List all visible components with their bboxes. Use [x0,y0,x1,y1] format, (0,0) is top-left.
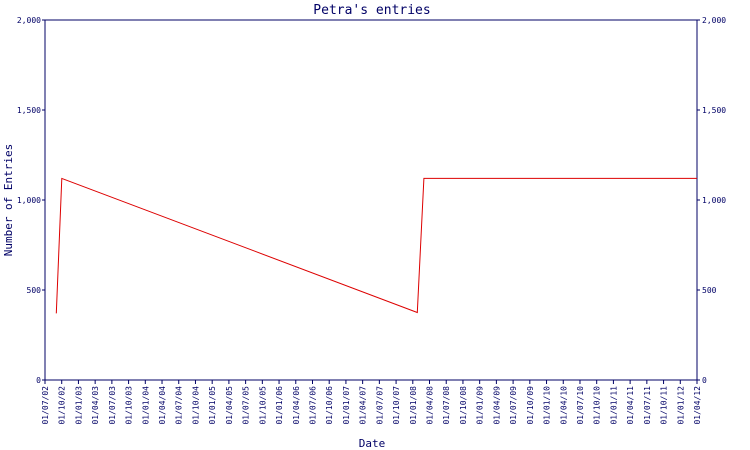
x-tick-label: 01/04/11 [626,386,635,425]
x-tick-label: 01/07/10 [576,386,585,425]
y-tick-label-right: 2,000 [702,16,726,25]
y-axis-label: Number of Entries [2,144,15,257]
x-tick-label: 01/07/04 [175,386,184,425]
x-tick-label: 01/01/03 [74,386,83,425]
x-tick-label: 01/04/05 [225,386,234,425]
x-tick-label: 01/10/06 [325,386,334,425]
x-tick-label: 01/10/09 [526,386,535,425]
x-tick-label: 01/01/07 [342,386,351,425]
x-tick-label: 01/10/03 [125,386,134,425]
x-tick-label: 01/10/10 [593,386,602,425]
x-tick-label: 01/07/07 [375,386,384,425]
plot-area [44,19,698,381]
x-tick-label: 01/04/03 [91,386,100,425]
y-tick-label: 1,500 [17,106,41,115]
y-tick-label-right: 1,500 [702,106,726,115]
x-tick-label: 01/01/09 [476,386,485,425]
y-axis-right: 0 500 1,000 1,500 2,000 [697,16,726,385]
x-tick-label: 01/10/11 [660,386,669,425]
x-tick-label: 01/01/11 [609,386,618,425]
x-tick-label: 01/04/09 [492,386,501,425]
x-axis-label: Date [359,437,386,450]
y-tick-label: 0 [36,376,41,385]
x-tick-label: 01/04/04 [158,386,167,425]
x-tick-label: 01/04/10 [559,386,568,425]
x-tick-label: 01/04/08 [426,386,435,425]
series-layer [55,177,697,314]
y-axis-left: 0 500 1,000 1,500 2,000 [17,16,45,385]
x-tick-label: 01/07/08 [442,386,451,425]
y-tick-label-right: 0 [702,376,707,385]
x-tick-label: 01/07/06 [308,386,317,425]
x-tick-label: 01/07/09 [509,386,518,425]
x-tick-label: 01/01/06 [275,386,284,425]
x-tick-label: 01/01/10 [543,386,552,425]
x-tick-label: 01/10/07 [392,386,401,425]
x-axis: 01/07/02 01/10/02 01/01/03 01/04/03 01/07/03… [41,380,702,425]
y-tick-label: 1,000 [17,196,41,205]
x-tick-label: 01/10/04 [191,386,200,425]
x-tick-label: 01/04/06 [292,386,301,425]
x-tick-label: 01/07/11 [643,386,652,425]
x-tick-label: 01/07/05 [242,386,251,425]
x-tick-label: 01/01/12 [676,386,685,425]
x-tick-label: 01/10/08 [459,386,468,425]
y-tick-label: 500 [27,286,42,295]
x-tick-label: 01/07/03 [108,386,117,425]
y-tick-label-right: 500 [702,286,717,295]
plot-frame [44,19,698,381]
x-tick-label: 01/10/02 [58,386,67,425]
y-tick-label-right: 1,000 [702,196,726,205]
y-tick-label: 2,000 [17,16,41,25]
x-tick-label: 01/01/08 [409,386,418,425]
x-tick-label: 01/04/07 [359,386,368,425]
chart-title: Petra's entries [313,3,430,18]
series-line [55,177,697,314]
x-tick-label: 01/07/02 [41,386,50,425]
x-tick-label: 01/10/05 [258,386,267,425]
x-tick-label: 01/01/05 [208,386,217,425]
x-tick-label: 01/01/04 [141,386,150,425]
x-tick-label: 01/04/12 [693,386,702,425]
